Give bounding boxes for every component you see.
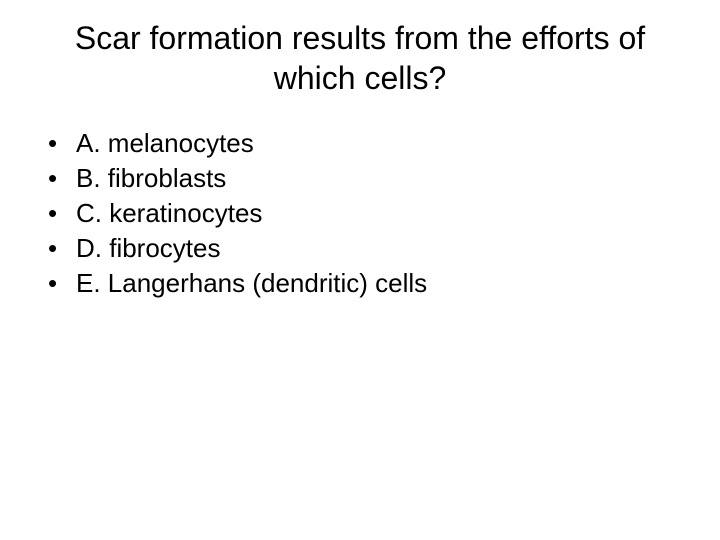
option-d: • D. fibrocytes: [48, 231, 690, 266]
option-a: • A. melanocytes: [48, 126, 690, 161]
bullet-icon: •: [48, 266, 76, 301]
option-label: C. keratinocytes: [76, 196, 690, 231]
question-title: Scar formation results from the efforts …: [30, 18, 690, 98]
option-label: B. fibroblasts: [76, 161, 690, 196]
bullet-icon: •: [48, 161, 76, 196]
option-label: E. Langerhans (dendritic) cells: [76, 266, 690, 301]
options-list: • A. melanocytes • B. fibroblasts • C. k…: [30, 126, 690, 301]
slide-container: Scar formation results from the efforts …: [0, 0, 720, 540]
option-e: • E. Langerhans (dendritic) cells: [48, 266, 690, 301]
option-c: • C. keratinocytes: [48, 196, 690, 231]
option-label: A. melanocytes: [76, 126, 690, 161]
bullet-icon: •: [48, 126, 76, 161]
bullet-icon: •: [48, 196, 76, 231]
option-b: • B. fibroblasts: [48, 161, 690, 196]
bullet-icon: •: [48, 231, 76, 266]
option-label: D. fibrocytes: [76, 231, 690, 266]
